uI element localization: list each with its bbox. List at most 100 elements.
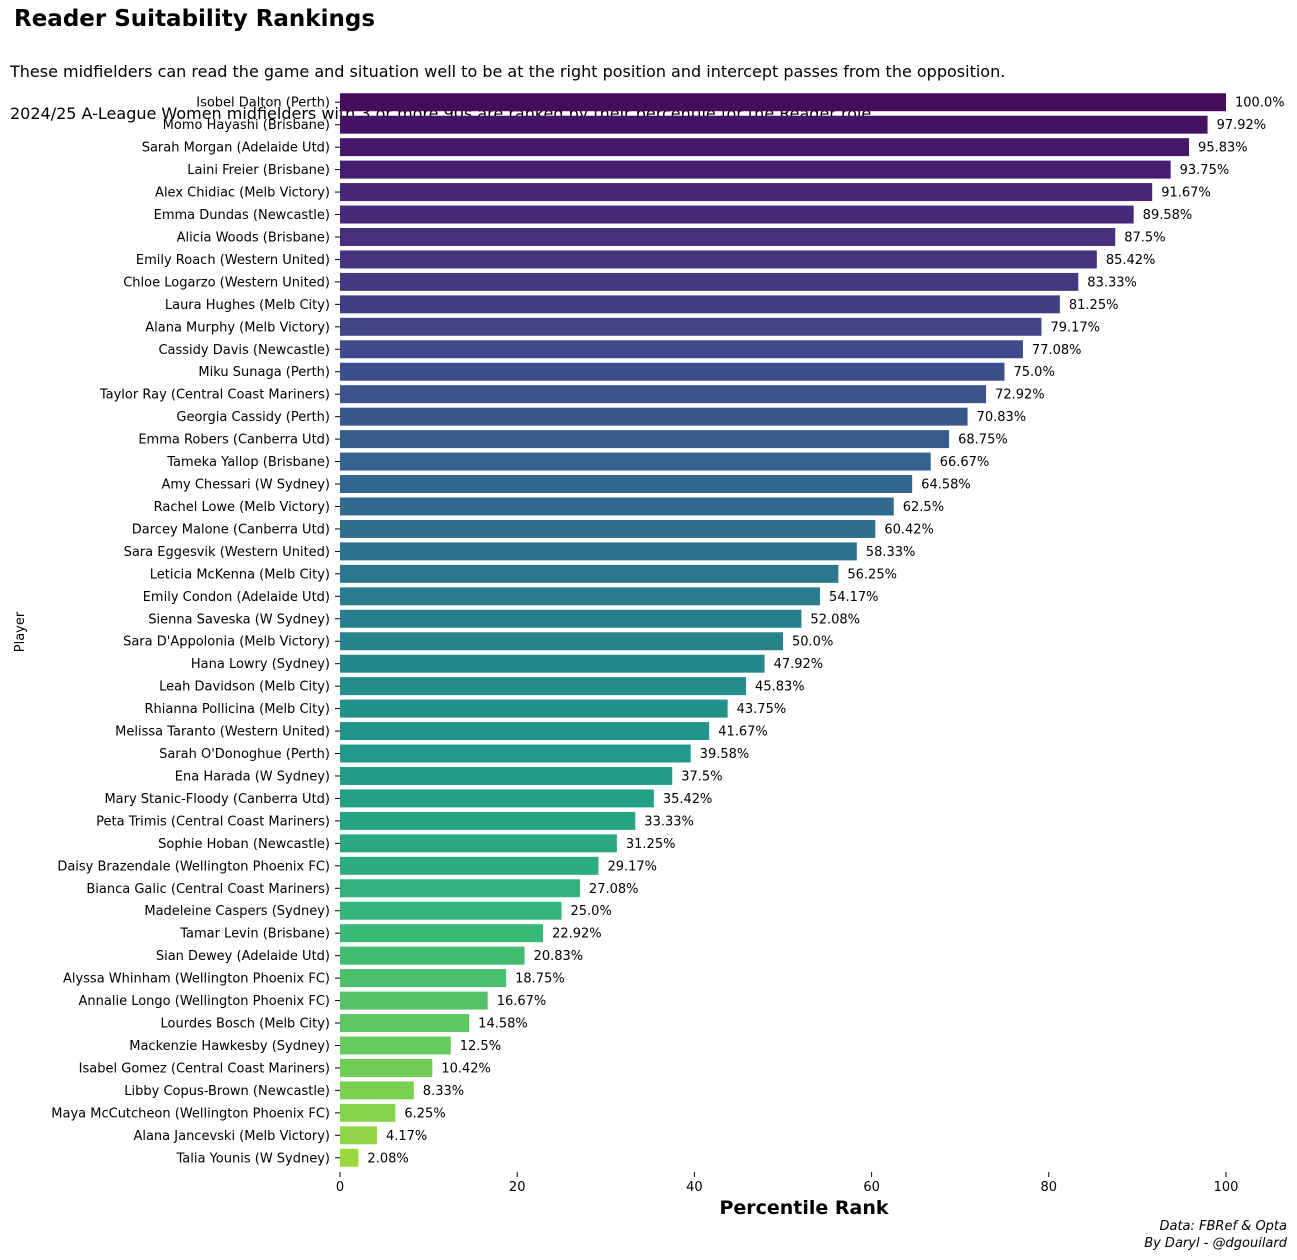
y-tick-label: Emma Robers (Canberra Utd)	[138, 433, 330, 448]
y-tick-label: Bianca Galic (Central Coast Mariners)	[86, 882, 330, 897]
bar	[340, 385, 987, 404]
x-axis-label: Percentile Rank	[719, 1197, 888, 1219]
data-label: 91.67%	[1161, 186, 1211, 201]
bar	[340, 542, 857, 561]
data-label: 35.42%	[663, 792, 713, 807]
data-label: 72.92%	[995, 388, 1045, 403]
y-tick-label: Lourdes Bosch (Melb City)	[161, 1017, 330, 1032]
y-tick-label: Sara D'Appolonia (Melb Victory)	[123, 635, 330, 650]
y-tick-label: Amy Chessari (W Sydney)	[161, 478, 330, 493]
y-tick-label: Mackenzie Hawkesby (Sydney)	[129, 1039, 330, 1054]
data-label: 31.25%	[626, 837, 676, 852]
bar	[340, 475, 913, 494]
bar	[340, 699, 728, 718]
data-label: 47.92%	[774, 657, 824, 672]
y-tick-label: Momo Hayashi (Brisbane)	[163, 118, 330, 133]
x-tick-label: 40	[686, 1180, 703, 1195]
data-label: 18.75%	[515, 972, 565, 987]
y-tick-label: Leticia McKenna (Melb City)	[150, 567, 330, 582]
y-tick-label: Maya McCutcheon (Wellington Phoenix FC)	[51, 1106, 330, 1121]
data-label: 64.58%	[921, 478, 971, 493]
data-label: 2.08%	[367, 1151, 408, 1166]
data-label: 97.92%	[1217, 118, 1267, 133]
bar	[340, 811, 636, 830]
data-label: 62.5%	[903, 500, 944, 515]
data-label: 12.5%	[460, 1039, 501, 1054]
bar	[340, 879, 580, 898]
x-tick-label: 60	[863, 1180, 880, 1195]
data-label: 27.08%	[589, 882, 639, 897]
y-tick-label: Sarah Morgan (Adelaide Utd)	[142, 141, 330, 156]
bar	[340, 1058, 433, 1077]
bar	[340, 205, 1134, 224]
bar	[340, 317, 1042, 336]
data-label: 37.5%	[681, 769, 722, 784]
bar	[340, 183, 1153, 202]
y-tick-label: Tameka Yallop (Brisbane)	[166, 455, 330, 470]
data-label: 89.58%	[1143, 208, 1193, 223]
y-tick-label: Georgia Cassidy (Perth)	[176, 410, 330, 425]
data-label: 4.17%	[386, 1129, 427, 1144]
y-tick-label: Leah Davidson (Melb City)	[159, 680, 330, 695]
bar	[340, 497, 894, 516]
y-tick-label: Emily Roach (Western United)	[136, 253, 330, 268]
bar	[340, 1148, 359, 1167]
data-label: 29.17%	[607, 859, 657, 874]
data-label: 16.67%	[497, 994, 547, 1009]
bar	[340, 901, 562, 920]
bar	[340, 924, 544, 943]
chart-title: Reader Suitability Rankings	[14, 6, 376, 32]
y-tick-label: Emma Dundas (Newcastle)	[154, 208, 330, 223]
y-tick-label: Melissa Taranto (Western United)	[115, 725, 330, 740]
y-tick-label: Miku Sunaga (Perth)	[198, 365, 330, 380]
data-label: 56.25%	[847, 567, 897, 582]
data-label: 8.33%	[423, 1084, 464, 1099]
x-axis: 0 20 40 60 80 100	[336, 1172, 1239, 1195]
y-tick-label: Isabel Gomez (Central Coast Mariners)	[79, 1061, 330, 1076]
chart-subtitle: These midfielders can read the game and …	[10, 40, 1005, 145]
data-label: 54.17%	[829, 590, 879, 605]
bar	[340, 138, 1190, 157]
y-tick-label: Rhianna Pollicina (Melb City)	[144, 702, 330, 717]
data-label: 95.83%	[1198, 141, 1248, 156]
y-tick-label: Ena Harada (W Sydney)	[175, 769, 330, 784]
data-label: 39.58%	[700, 747, 750, 762]
y-tick-label: Alana Jancevski (Melb Victory)	[133, 1129, 330, 1144]
bar	[340, 1036, 451, 1055]
y-tick-label: Taylor Ray (Central Coast Mariners)	[99, 388, 330, 403]
bar	[340, 789, 654, 808]
bar	[340, 722, 710, 741]
bar	[340, 744, 691, 763]
bar	[340, 1103, 396, 1122]
y-tick-labels: Isobel Dalton (Perth) Momo Hayashi (Brisb…	[51, 96, 340, 1166]
bar	[340, 93, 1226, 112]
bar	[340, 250, 1097, 269]
bar	[340, 969, 507, 988]
data-label: 79.17%	[1050, 320, 1100, 335]
bar	[340, 115, 1208, 134]
bar	[340, 160, 1171, 179]
data-label: 75.0%	[1014, 365, 1055, 380]
x-tick-label: 100	[1214, 1180, 1239, 1195]
bar	[340, 452, 931, 471]
y-tick-label: Rachel Lowe (Melb Victory)	[154, 500, 330, 515]
bar	[340, 228, 1116, 246]
data-label: 87.5%	[1124, 230, 1165, 245]
data-label: 41.67%	[718, 725, 768, 740]
data-label: 50.0%	[792, 635, 833, 650]
y-tick-label: Libby Copus-Brown (Newcastle)	[124, 1084, 330, 1099]
data-label: 81.25%	[1069, 298, 1119, 313]
bar	[340, 834, 617, 853]
bar	[340, 340, 1023, 359]
data-label: 10.42%	[441, 1061, 491, 1076]
x-tick-label: 20	[509, 1180, 526, 1195]
y-tick-label: Alex Chidiac (Melb Victory)	[155, 186, 330, 201]
bar	[340, 632, 783, 651]
y-tick-label: Annalie Longo (Wellington Phoenix FC)	[79, 994, 330, 1009]
credit: Data: FBRef & Opta By Daryl - @dgouilard	[1144, 1218, 1287, 1252]
bar	[340, 946, 525, 965]
data-label: 45.83%	[755, 680, 805, 695]
data-label: 83.33%	[1087, 275, 1137, 290]
data-label: 22.92%	[552, 927, 602, 942]
